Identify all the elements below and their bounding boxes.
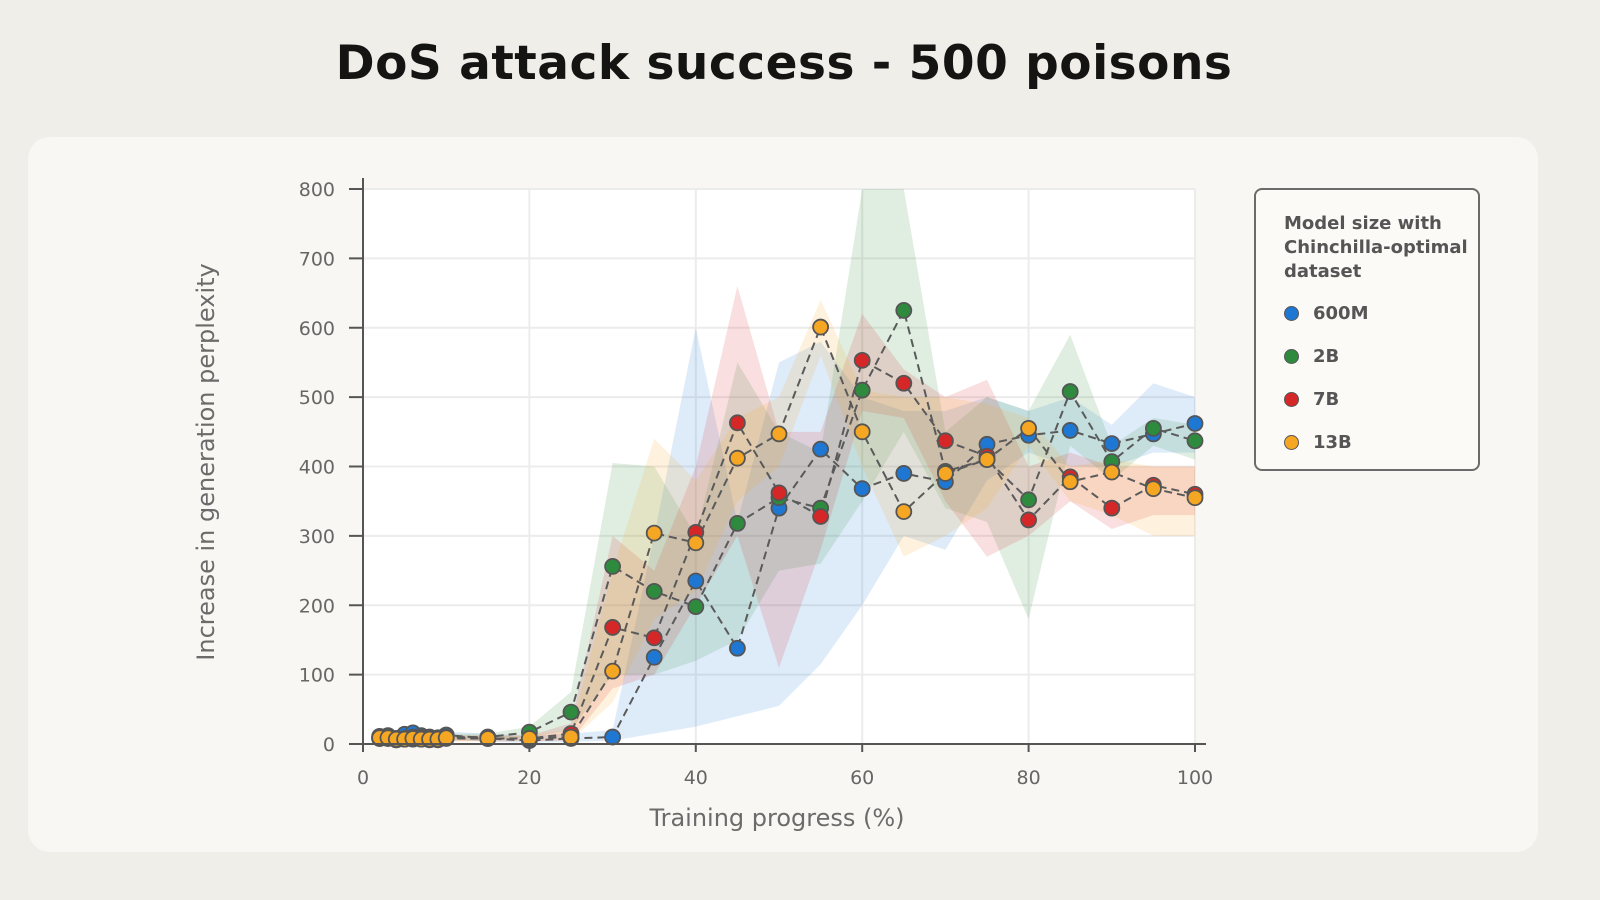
legend-marker — [1284, 392, 1299, 407]
y-tick-label: 300 — [299, 526, 335, 548]
band-7B — [379, 286, 1195, 743]
point-13B — [479, 730, 497, 747]
x-tick-label: 100 — [1177, 767, 1213, 789]
point-13B — [604, 662, 621, 680]
point-600M — [853, 480, 871, 498]
y-tick-label: 500 — [299, 387, 335, 409]
point-13B — [853, 423, 871, 441]
legend-label: 13B — [1313, 432, 1352, 453]
x-tick-label: 20 — [517, 767, 541, 789]
point-7B — [729, 414, 746, 432]
point-2B — [604, 558, 621, 575]
line-7B — [379, 358, 1196, 741]
legend-marker — [1284, 435, 1299, 450]
point-13B — [437, 729, 455, 747]
point-2B — [1145, 419, 1162, 437]
point-7B — [1020, 511, 1037, 529]
point-13B — [687, 534, 705, 552]
band-600M — [379, 327, 1195, 743]
legend-item: 13B — [1284, 421, 1478, 464]
series-points — [371, 302, 1204, 749]
point-13B — [895, 503, 913, 520]
point-2B — [645, 582, 663, 600]
x-tick-label: 40 — [684, 767, 708, 789]
axes: 0 100 200 300 400 500 600 700 800 0 20 40 60 80 100 — [299, 178, 1213, 789]
legend-label: 7B — [1313, 389, 1340, 410]
point-13B — [645, 524, 663, 542]
point-600M — [1061, 422, 1079, 439]
x-tick-label: 0 — [357, 767, 369, 789]
point-2B — [562, 703, 580, 721]
point-13B — [1061, 473, 1079, 491]
point-600M — [645, 648, 663, 666]
point-13B — [770, 425, 788, 443]
legend-marker — [1284, 349, 1299, 364]
point-2B — [895, 302, 913, 319]
point-2B — [853, 381, 871, 399]
point-13B — [729, 449, 746, 467]
point-13B — [978, 451, 996, 468]
x-axis-label: Training progress (%) — [648, 804, 904, 832]
legend-item: 7B — [1284, 378, 1478, 421]
legend-item: 600M — [1284, 292, 1478, 335]
point-2B — [687, 598, 705, 616]
y-tick-label: 600 — [299, 318, 335, 340]
legend-item: 2B — [1284, 335, 1478, 378]
point-13B — [1145, 480, 1162, 498]
legend-label: 2B — [1313, 346, 1340, 367]
point-600M — [729, 639, 746, 657]
point-7B — [937, 432, 954, 450]
y-tick-label: 400 — [299, 457, 335, 479]
chart-title: DoS attack success - 500 poisons — [335, 36, 1233, 91]
point-7B — [645, 629, 663, 647]
legend-label: 600M — [1313, 303, 1369, 324]
y-tick-label: 200 — [299, 595, 335, 617]
point-600M — [687, 572, 705, 590]
point-13B — [937, 465, 954, 482]
point-2B — [1061, 383, 1079, 400]
point-7B — [853, 351, 871, 369]
point-2B — [729, 514, 746, 532]
point-600M — [1103, 435, 1121, 453]
point-7B — [770, 484, 788, 502]
point-13B — [1103, 463, 1121, 481]
grid — [363, 188, 1196, 744]
point-2B — [1020, 491, 1037, 509]
point-600M — [604, 728, 621, 746]
bands — [379, 189, 1195, 743]
y-tick-label: 100 — [299, 665, 335, 687]
x-tick-label: 80 — [1017, 767, 1041, 789]
y-tick-label: 0 — [323, 734, 335, 756]
y-axis-label: Increase in generation perplexity — [192, 263, 220, 660]
point-13B — [562, 728, 580, 746]
legend-marker — [1284, 306, 1299, 321]
point-600M — [895, 465, 913, 482]
point-13B — [1186, 489, 1204, 507]
band-13B — [379, 300, 1195, 742]
x-tick-label: 60 — [850, 767, 874, 789]
point-13B — [1020, 419, 1037, 437]
band-2B — [379, 189, 1195, 743]
point-7B — [604, 619, 621, 636]
legend: Model size with Chinchilla-optimal datas… — [1254, 188, 1480, 471]
point-600M — [1186, 415, 1204, 432]
point-600M — [812, 440, 829, 458]
y-tick-label: 700 — [299, 248, 335, 270]
point-2B — [1186, 432, 1204, 450]
point-7B — [1103, 499, 1121, 517]
point-13B — [812, 318, 829, 336]
y-tick-label: 800 — [299, 179, 335, 201]
legend-title: Model size with Chinchilla-optimal datas… — [1284, 213, 1468, 282]
point-7B — [895, 374, 913, 392]
point-7B — [812, 508, 829, 525]
